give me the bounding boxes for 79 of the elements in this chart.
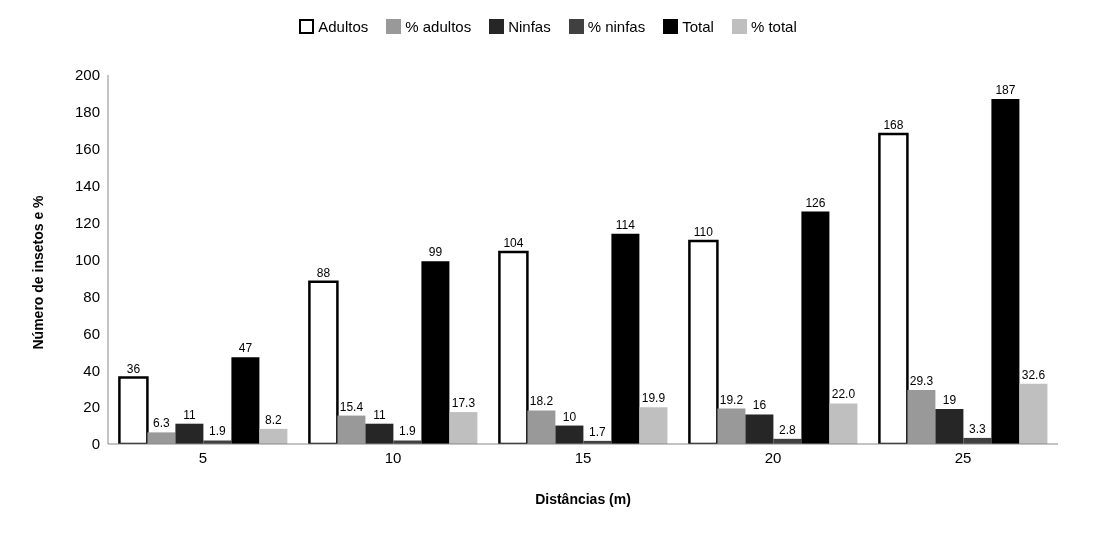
bar — [611, 233, 640, 444]
data-label: 32.6 — [1021, 367, 1046, 382]
legend-label: % total — [750, 18, 797, 35]
y-tick-label: 80 — [83, 287, 100, 305]
legend-label: Adultos — [318, 18, 369, 35]
x-tick-label: 20 — [764, 448, 782, 466]
bar — [365, 423, 394, 444]
data-label: 6.3 — [153, 416, 171, 431]
bar — [991, 98, 1020, 444]
legend-label: Ninfas — [508, 18, 551, 35]
legend-label: Total — [682, 18, 714, 35]
data-label: 11 — [373, 407, 386, 422]
legend-label: % ninfas — [587, 18, 646, 35]
data-label: 22.0 — [831, 387, 856, 402]
bar — [1019, 383, 1048, 444]
bar — [498, 250, 529, 444]
bar — [717, 408, 746, 444]
bar — [449, 412, 478, 444]
x-tick-label: 5 — [198, 448, 208, 466]
bar — [175, 423, 204, 444]
y-tick-label: 120 — [74, 213, 100, 231]
data-label: 16 — [752, 398, 767, 413]
y-tick-label: 200 — [74, 66, 100, 84]
bar — [555, 425, 584, 444]
bar — [935, 408, 964, 444]
bar — [118, 376, 149, 444]
data-label: 99 — [428, 245, 443, 260]
x-tick-label: 10 — [384, 448, 402, 466]
bar — [639, 407, 668, 444]
y-tick-label: 140 — [74, 177, 100, 195]
data-label: 88 — [316, 265, 331, 280]
data-label: 114 — [615, 217, 636, 232]
data-label: 18.2 — [529, 394, 554, 409]
x-tick-label: 15 — [574, 448, 592, 466]
data-label: 110 — [693, 225, 714, 240]
data-label: 2.8 — [779, 422, 797, 437]
y-tick-label: 60 — [83, 324, 100, 342]
data-label: 1.7 — [589, 424, 607, 439]
bar — [745, 414, 774, 444]
x-tick-label: 25 — [954, 448, 972, 466]
y-tick-label: 160 — [74, 140, 100, 158]
data-label: 10 — [562, 409, 577, 424]
data-label: 3.3 — [969, 421, 987, 436]
legend-label: % adultos — [405, 18, 472, 35]
data-label: 19.9 — [641, 391, 666, 406]
data-label: 104 — [503, 236, 524, 251]
data-label: 8.2 — [265, 412, 283, 427]
data-label: 126 — [805, 195, 826, 210]
bar — [688, 239, 719, 444]
y-axis-title: Número de insetos e % — [29, 194, 46, 350]
data-label: 47 — [238, 341, 253, 356]
bar — [231, 357, 260, 444]
bar — [259, 428, 288, 444]
bar — [801, 211, 830, 444]
data-label: 36 — [126, 361, 141, 376]
data-label: 15.4 — [339, 399, 364, 414]
data-label: 19.2 — [719, 392, 744, 407]
data-label: 1.9 — [399, 424, 417, 439]
x-axis-title: Distâncias (m) — [535, 491, 631, 507]
y-tick-label: 180 — [74, 103, 100, 121]
bar — [337, 415, 366, 444]
bar — [421, 261, 450, 444]
y-tick-label: 20 — [83, 398, 100, 416]
data-label: 29.3 — [909, 373, 934, 388]
bar — [907, 389, 936, 444]
data-label: 11 — [183, 407, 196, 422]
data-label: 1.9 — [209, 424, 227, 439]
bar — [829, 403, 858, 444]
bar — [878, 132, 909, 444]
bar — [308, 280, 339, 444]
data-label: 17.3 — [451, 396, 476, 411]
y-tick-label: 40 — [83, 361, 100, 379]
y-tick-label: 0 — [91, 435, 100, 453]
data-label: 19 — [942, 392, 957, 407]
data-label: 187 — [995, 82, 1016, 97]
y-tick-label: 100 — [74, 250, 100, 268]
data-label: 168 — [883, 118, 904, 133]
bar — [147, 432, 176, 444]
bar — [527, 410, 556, 444]
